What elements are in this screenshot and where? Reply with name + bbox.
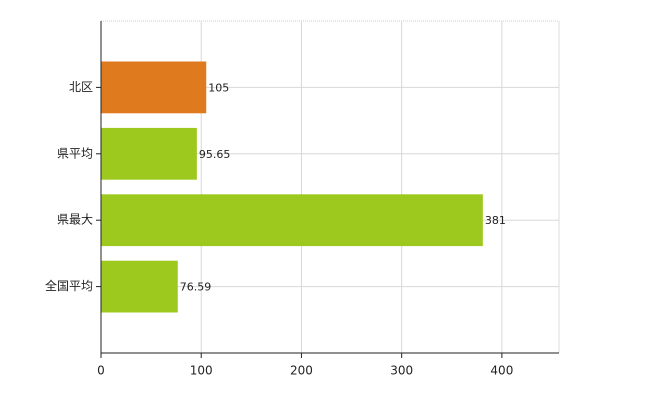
x-tick-label: 300 bbox=[390, 364, 413, 378]
bar bbox=[101, 127, 197, 180]
y-tick-label: 県平均 bbox=[57, 146, 93, 160]
value-label: 95.65 bbox=[199, 148, 231, 161]
bar bbox=[101, 61, 207, 114]
value-label: 76.59 bbox=[180, 281, 212, 294]
x-tick-label: 200 bbox=[290, 364, 313, 378]
bar bbox=[101, 194, 483, 247]
value-label: 381 bbox=[485, 214, 506, 227]
y-tick-label: 全国平均 bbox=[45, 278, 93, 293]
x-tick-label: 0 bbox=[97, 364, 105, 378]
bar bbox=[101, 260, 178, 313]
x-tick-label: 400 bbox=[490, 364, 513, 378]
y-tick-label: 県最大 bbox=[57, 213, 93, 227]
y-tick-label: 北区 bbox=[69, 80, 93, 94]
value-label: 105 bbox=[208, 81, 229, 94]
x-tick-label: 100 bbox=[190, 364, 213, 378]
